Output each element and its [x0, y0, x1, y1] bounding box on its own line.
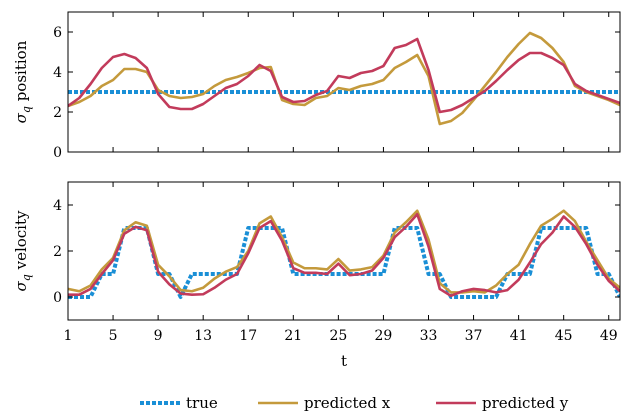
x-tick-label: 13: [194, 328, 212, 344]
x-tick-label: 25: [329, 328, 347, 344]
series-true: [68, 226, 620, 299]
y-tick-label: 4: [53, 65, 62, 81]
y-tick-label: 2: [53, 244, 62, 260]
x-tick-label: 45: [555, 328, 573, 344]
x-axis-title: t: [341, 352, 347, 370]
x-tick-label: 49: [600, 328, 618, 344]
series-predicted-y: [68, 212, 620, 298]
series-predicted-y: [68, 37, 620, 114]
x-tick-label: 5: [109, 328, 118, 344]
x-tick-label: 1: [64, 328, 73, 344]
x-tick-label: 29: [375, 328, 393, 344]
y-axis-title: σq velocity: [12, 210, 33, 291]
y-axis-title: σq position: [12, 40, 33, 123]
y-tick-label: 0: [53, 290, 62, 306]
series-predicted-x: [68, 31, 620, 126]
x-tick-label: 33: [420, 328, 438, 344]
x-tick-label: 37: [465, 328, 483, 344]
legend-label-true: true: [186, 394, 218, 412]
y-tick-label: 6: [53, 25, 62, 41]
y-tick-label: 2: [53, 105, 62, 121]
x-tick-label: 9: [154, 328, 163, 344]
x-tick-label: 21: [284, 328, 302, 344]
plot-frame: [67, 11, 621, 153]
legend: true predicted x predicted y: [140, 394, 569, 412]
legend-label-predicted_y: predicted y: [482, 394, 569, 412]
series-predicted-x: [68, 209, 620, 294]
y-tick-label: 0: [53, 145, 62, 161]
position-chart: 0 2 4 6 σq position: [12, 11, 621, 161]
x-tick-label: 41: [510, 328, 528, 344]
legend-label-predicted_x: predicted x: [304, 394, 391, 412]
y-tick-label: 4: [53, 198, 62, 214]
x-tick-label: 17: [239, 328, 257, 344]
